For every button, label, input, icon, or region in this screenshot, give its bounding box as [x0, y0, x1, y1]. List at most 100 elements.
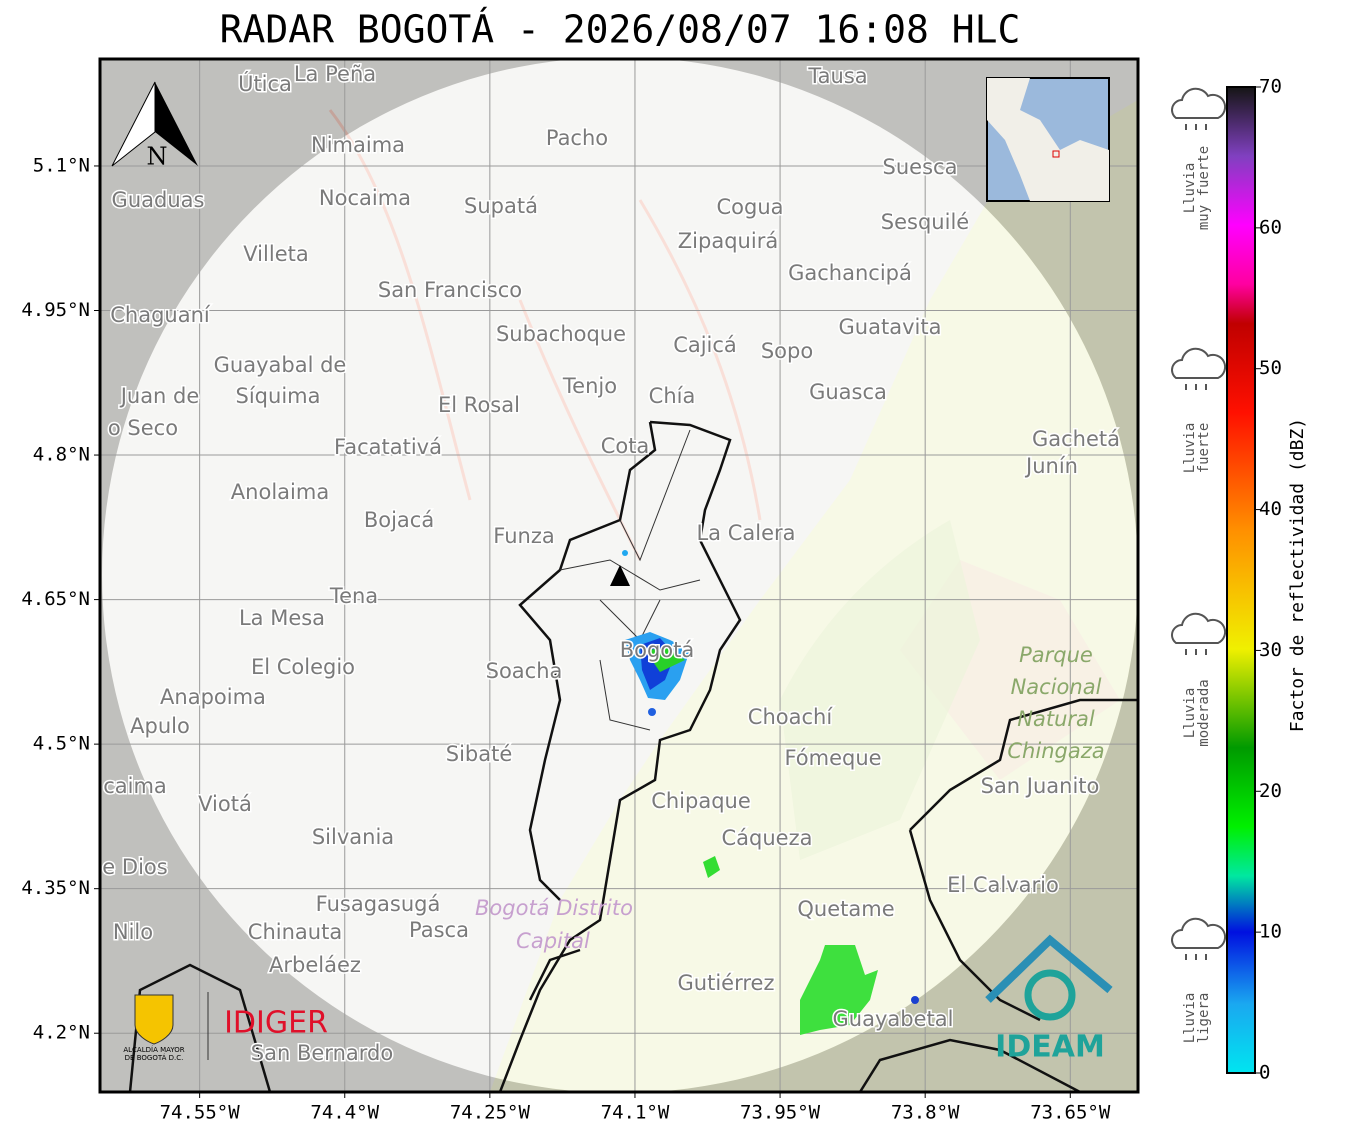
inset-land: [987, 78, 1109, 201]
logo-ideam: IDEAM: [985, 934, 1113, 1065]
place-label: Guasca: [809, 380, 887, 404]
place-label: Gachancipá: [788, 261, 912, 285]
place-label: Cota: [601, 434, 650, 458]
place-label: Guayabal de: [214, 353, 347, 377]
place-label: Tena: [329, 584, 378, 608]
rain-level-label: Lluvia: [1182, 688, 1198, 739]
place-label: Bojacá: [364, 508, 434, 532]
place-label: Chinauta: [248, 920, 342, 944]
place-label: Suesca: [883, 155, 958, 179]
place-label: Sesquilé: [881, 210, 969, 234]
place-label: Fusagasugá: [316, 892, 441, 916]
place-label: Cogua: [716, 195, 783, 219]
place-label: Síquima: [236, 384, 321, 408]
title: RADAR BOGOTÁ - 2026/08/07 16:08 HLC: [220, 8, 1021, 52]
place-label: Sopo: [761, 339, 813, 363]
rain-level-label: moderada: [1196, 679, 1212, 746]
echo: [800, 945, 878, 1035]
rain-level-label: muy fuerte: [1196, 146, 1212, 230]
place-label: Cáqueza: [722, 826, 813, 850]
x-tick-label: 73.8°W: [891, 1102, 960, 1124]
echo: [622, 550, 628, 556]
drops-icon: [1185, 954, 1207, 960]
place-label: Quetame: [797, 897, 894, 921]
colorbar-tick-label: 50: [1259, 357, 1282, 379]
colorbar-tick-label: 0: [1259, 1062, 1270, 1084]
drops-icon: [1185, 384, 1207, 390]
colorbar-tick-label: 10: [1259, 921, 1282, 943]
place-label: Facatativá: [334, 435, 442, 459]
park-label: Chingaza: [1007, 739, 1104, 763]
drops-icon: [1185, 124, 1207, 130]
ideam-logo: IDEAM: [995, 1030, 1105, 1065]
place-label: Anapoima: [160, 685, 266, 709]
rain-level-label: Lluvia: [1182, 163, 1198, 214]
place-label: Funza: [493, 524, 554, 548]
place-label: Nilo: [113, 920, 153, 944]
place-label: San Bernardo: [251, 1041, 393, 1065]
place-label: Gachetá: [1032, 427, 1120, 451]
idiger-logo: IDIGER: [224, 1006, 328, 1041]
place-label: Villeta: [243, 242, 308, 266]
y-tick-label: 4.2°N: [33, 1022, 90, 1044]
north-arrow-right: [155, 82, 198, 166]
y-tick-label: 4.95°N: [21, 299, 90, 321]
alcaldia-line-1: ALCALDÍA MAYOR: [123, 1045, 184, 1054]
place-label: Bogotá: [620, 638, 695, 662]
map: Útica La Peña Tausa Pacho Nimaima Guaduas Noca…: [100, 59, 1138, 1092]
place-label: Anolaima: [231, 480, 329, 504]
place-label: Cajicá: [673, 333, 737, 357]
echo: [648, 708, 656, 716]
place-label: El Rosal: [438, 393, 520, 417]
radar-site: [610, 565, 630, 586]
shield: [134, 994, 174, 1045]
rain-level-label: fuerte: [1196, 423, 1212, 474]
colorbar: [1226, 86, 1256, 1074]
place-label: Supatá: [464, 194, 538, 218]
district-boundary: [498, 420, 742, 1092]
rain-level-label: Lluvia: [1182, 993, 1198, 1044]
district-label: Bogotá Distrito: [475, 896, 633, 920]
y-tick-label: 4.8°N: [33, 444, 90, 466]
place-label: La Peña: [294, 62, 376, 86]
drops-icon: [1185, 649, 1207, 655]
place-label: Sibaté: [446, 742, 513, 766]
place-label: caima: [103, 774, 167, 798]
ideam-roof: [985, 934, 1113, 1003]
place-label: Nocaima: [319, 186, 411, 210]
place-label: Gutiérrez: [678, 971, 775, 995]
place-label: Junín: [1024, 454, 1078, 478]
place-label: Guayabetal: [833, 1007, 954, 1031]
rain-level-label: ligera: [1196, 993, 1212, 1044]
place-label: Guatavita: [839, 315, 942, 339]
place-label: Nimaima: [311, 133, 405, 157]
cloud-icon: [1171, 347, 1227, 379]
department-boundaries: [128, 698, 1138, 1092]
logo-alcaldia: ALCALDÍA MAYOR DE BOGOTÁ D.C. IDIGER: [123, 992, 328, 1062]
y-tick-label: 5.1°N: [33, 154, 90, 176]
place-label: Silvania: [312, 825, 394, 849]
place-label: Chaguaní: [110, 303, 211, 327]
place-label: Tenjo: [562, 374, 617, 398]
place-label: o Seco: [108, 416, 178, 440]
x-tick-label: 74.4°W: [310, 1102, 379, 1124]
north-label: N: [147, 143, 168, 171]
y-tick-label: 4.35°N: [21, 877, 90, 899]
place-label: El Colegio: [251, 655, 355, 679]
x-tick-label: 73.65°W: [1030, 1102, 1111, 1124]
place-label: San Juanito: [981, 774, 1100, 798]
colorbar-tick-label: 40: [1259, 498, 1282, 520]
park-label: Parque: [1019, 643, 1093, 667]
place-label: Viotá: [198, 792, 252, 816]
echo: [703, 856, 720, 878]
x-tick-label: 74.1°W: [601, 1102, 670, 1124]
place-label: Guaduas: [112, 188, 205, 212]
place-label: Soacha: [486, 659, 563, 683]
place-label: Fómeque: [784, 746, 881, 770]
place-label: Pasca: [409, 918, 469, 942]
rain-level-label: Lluvia: [1182, 423, 1198, 474]
north-arrow: N: [111, 81, 198, 171]
place-label: Subachoque: [496, 322, 626, 346]
colorbar-tick-label: 60: [1259, 216, 1282, 238]
